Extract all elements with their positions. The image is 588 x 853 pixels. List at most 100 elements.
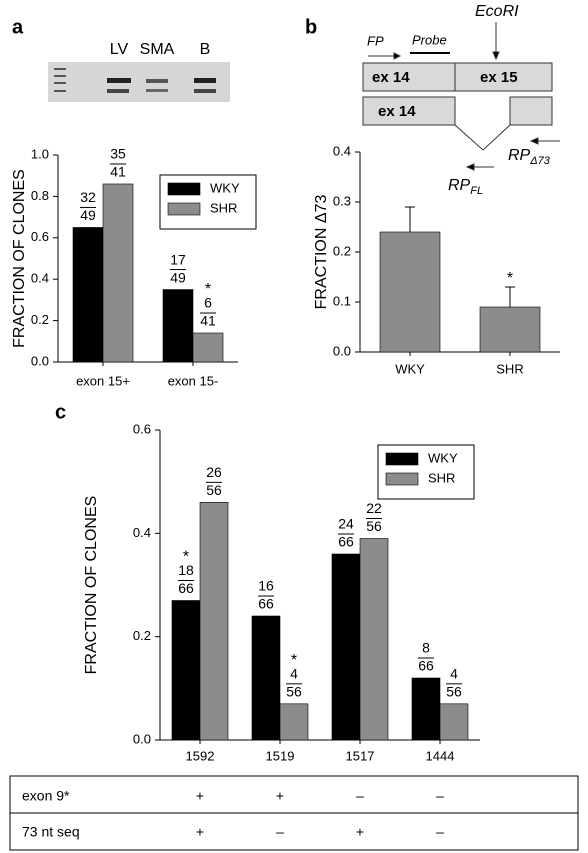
probe-label: Probe xyxy=(412,32,447,47)
numerator: 32 xyxy=(80,189,96,205)
primer-label: RPFL xyxy=(448,177,483,197)
table-cell: + xyxy=(276,788,284,804)
bar xyxy=(439,703,469,741)
denominator: 66 xyxy=(178,580,194,596)
legend-swatch xyxy=(167,182,201,196)
numerator: 35 xyxy=(110,146,126,162)
bar xyxy=(411,677,441,741)
x-tick-label: SHR xyxy=(496,361,523,376)
row-label: exon 9* xyxy=(22,788,70,804)
numerator: 4 xyxy=(290,666,298,682)
numerator: 6 xyxy=(204,295,212,311)
y-tick-label: 0.4 xyxy=(31,271,49,286)
y-tick-label: 0.6 xyxy=(133,421,151,436)
x-tick-label: 1444 xyxy=(426,748,455,763)
y-tick-label: 0.4 xyxy=(133,525,151,540)
panel-label: b xyxy=(305,16,317,38)
numerator: 18 xyxy=(178,562,194,578)
bar xyxy=(72,227,104,363)
significance-mark: * xyxy=(183,549,189,566)
legend-label: SHR xyxy=(210,200,237,215)
denominator: 56 xyxy=(286,684,302,700)
lane-label: LV xyxy=(110,41,129,58)
legend-label: WKY xyxy=(210,180,240,195)
table-cell: + xyxy=(196,788,204,804)
numerator: 4 xyxy=(450,666,458,682)
lane-label: SMA xyxy=(140,41,175,58)
numerator: 17 xyxy=(170,251,186,267)
bar xyxy=(251,615,281,741)
legend-swatch xyxy=(385,472,419,486)
denominator: 66 xyxy=(418,658,434,674)
significance-mark: * xyxy=(205,281,211,298)
y-tick-label: 0.0 xyxy=(333,343,351,358)
x-tick-label: 1592 xyxy=(186,748,215,763)
panel-label: c xyxy=(55,401,66,423)
y-tick-label: 0.2 xyxy=(333,243,351,258)
primer-text: RP xyxy=(448,177,471,194)
row-label: 73 nt seq xyxy=(22,824,80,840)
table-cell: – xyxy=(276,824,284,840)
table-frame xyxy=(9,775,579,851)
y-axis-label: FRACTION OF CLONES xyxy=(83,496,100,675)
bar xyxy=(171,600,201,741)
legend-swatch xyxy=(385,452,419,466)
numerator: 8 xyxy=(422,640,430,656)
lane-label: B xyxy=(200,41,211,58)
x-tick-label: 1517 xyxy=(346,748,375,763)
significance-mark: * xyxy=(291,652,297,669)
denominator: 66 xyxy=(338,534,354,550)
y-tick-label: 0.0 xyxy=(133,731,151,746)
denominator: 41 xyxy=(200,313,216,329)
legend-label: SHR xyxy=(428,470,455,485)
y-axis-label: FRACTION OF CLONES xyxy=(11,169,28,348)
primer-text: RP xyxy=(508,147,531,164)
denominator: 49 xyxy=(170,269,186,285)
enzyme-label: EcoRI xyxy=(475,3,519,20)
denominator: 56 xyxy=(446,684,462,700)
gel-image xyxy=(48,62,230,102)
panel-label: a xyxy=(12,16,24,38)
y-tick-label: 1.0 xyxy=(31,146,49,161)
denominator: 49 xyxy=(80,207,96,223)
bar xyxy=(479,306,541,353)
table-cell: + xyxy=(356,824,364,840)
primer-sub: FL xyxy=(470,185,483,197)
x-tick-label: exon 15- xyxy=(168,373,219,388)
table-cell: – xyxy=(436,788,444,804)
y-tick-label: 0.2 xyxy=(133,628,151,643)
exon-label: ex 14 xyxy=(378,103,416,120)
x-tick-label: 1519 xyxy=(266,748,295,763)
legend-swatch xyxy=(167,202,201,216)
y-tick-label: 0.6 xyxy=(31,229,49,244)
bar xyxy=(359,538,389,741)
legend-label: WKY xyxy=(428,450,458,465)
denominator: 66 xyxy=(258,596,274,612)
primer-label: FP xyxy=(367,33,384,48)
y-tick-label: 0.2 xyxy=(31,312,49,327)
x-tick-label: WKY xyxy=(395,361,425,376)
numerator: 22 xyxy=(366,500,382,516)
primer-label: RPΔ73 xyxy=(508,147,551,167)
numerator: 24 xyxy=(338,516,354,532)
y-tick-label: 0.4 xyxy=(333,143,351,158)
bar xyxy=(331,553,361,741)
bar xyxy=(379,231,441,353)
bar xyxy=(102,183,134,363)
denominator: 41 xyxy=(110,164,126,180)
table-cell: – xyxy=(436,824,444,840)
significance-mark: * xyxy=(507,270,513,287)
numerator: 16 xyxy=(258,578,274,594)
bar xyxy=(162,289,194,363)
table-cell: – xyxy=(356,788,364,804)
y-tick-label: 0.8 xyxy=(31,188,49,203)
primer-sub: Δ73 xyxy=(529,155,550,167)
y-tick-label: 0.0 xyxy=(31,353,49,368)
y-tick-label: 0.1 xyxy=(333,293,351,308)
bar xyxy=(199,502,229,741)
y-axis-label: FRACTION Δ73 xyxy=(313,195,330,310)
bar xyxy=(279,703,309,741)
exon-diagram xyxy=(362,22,560,171)
y-tick-label: 0.3 xyxy=(333,193,351,208)
